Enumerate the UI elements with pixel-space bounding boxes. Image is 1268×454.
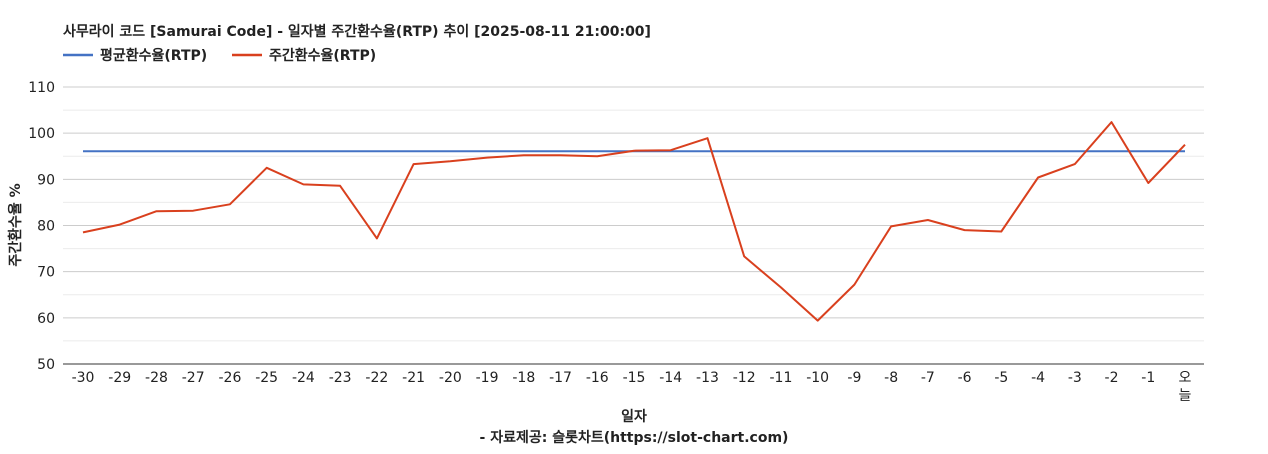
x-tick-label: -14 <box>659 370 682 386</box>
x-tick-label: -19 <box>476 370 499 386</box>
x-tick-label: -11 <box>769 370 792 386</box>
x-tick-label: -6 <box>958 370 972 386</box>
legend-label-weekly-rtp: 주간환수율(RTP) <box>269 47 376 64</box>
x-tick-label: -27 <box>182 370 205 386</box>
x-tick-label: -4 <box>1031 370 1045 386</box>
x-tick-label: -5 <box>994 370 1008 386</box>
x-tick-label: -8 <box>884 370 898 386</box>
y-tick-label: 70 <box>37 265 55 281</box>
x-tick-label: -17 <box>549 370 572 386</box>
x-axis-title: 일자 <box>621 409 647 425</box>
y-tick-label: 100 <box>28 126 55 142</box>
x-tick-label: -9 <box>847 370 861 386</box>
x-tick-label: -26 <box>218 370 241 386</box>
x-tick-label: -24 <box>292 370 315 386</box>
x-tick-label: -15 <box>623 370 646 386</box>
x-tick-label: -2 <box>1105 370 1119 386</box>
x-tick-label: -20 <box>439 370 462 386</box>
x-tick-label: -12 <box>733 370 756 386</box>
legend-label-average-rtp: 평균환수율(RTP) <box>100 47 207 64</box>
x-tick-label: -30 <box>72 370 95 386</box>
x-tick-label: -29 <box>108 370 131 386</box>
x-tick-label: -28 <box>145 370 168 386</box>
x-tick-label: -22 <box>365 370 388 386</box>
x-tick-label: -25 <box>255 370 278 386</box>
x-tick-label: -16 <box>586 370 609 386</box>
y-axis-title: 주간환수율 % <box>7 183 24 266</box>
y-tick-label: 110 <box>28 80 55 96</box>
x-tick-label: -23 <box>329 370 352 386</box>
x-tick-label: -10 <box>806 370 829 386</box>
x-tick-label: -3 <box>1068 370 1082 386</box>
source-credit: - 자료제공: 슬롯차트(https://slot-chart.com) <box>480 430 789 446</box>
y-tick-label: 60 <box>37 311 55 327</box>
y-tick-label: 50 <box>37 357 55 373</box>
x-tick-label: -13 <box>696 370 719 386</box>
y-tick-label: 90 <box>37 172 55 188</box>
chart-title: 사무라이 코드 [Samurai Code] - 일자별 주간환수율(RTP) … <box>63 23 651 40</box>
x-tick-label: -18 <box>512 370 535 386</box>
x-tick-label: -7 <box>921 370 935 386</box>
y-tick-label: 80 <box>37 219 55 235</box>
x-tick-label: -21 <box>402 370 425 386</box>
x-tick-label: -1 <box>1141 370 1155 386</box>
